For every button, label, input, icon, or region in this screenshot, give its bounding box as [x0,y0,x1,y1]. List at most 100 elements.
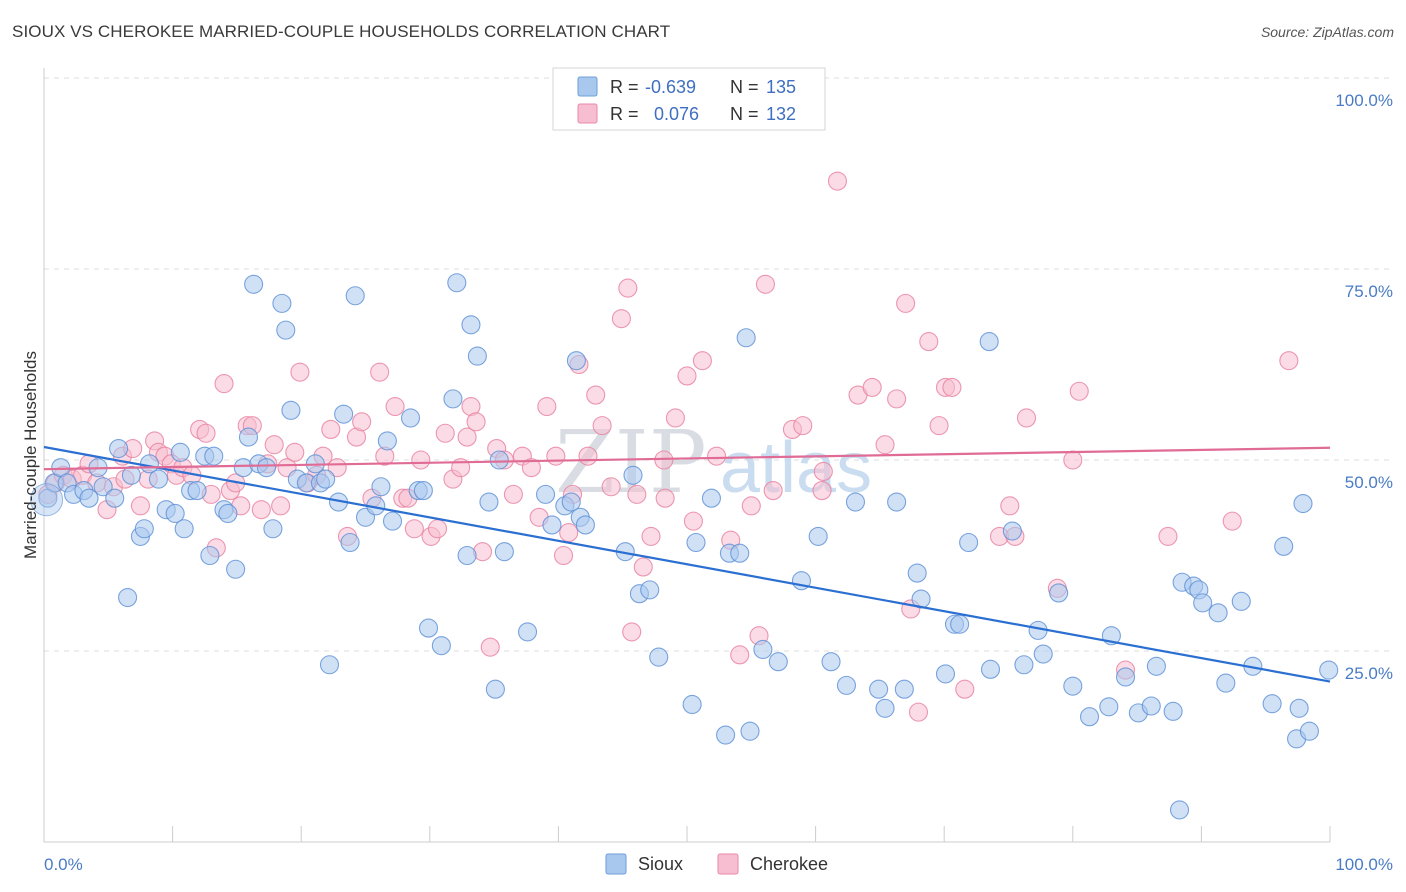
sioux-point [109,438,129,459]
sioux-point [204,446,224,466]
sioux-point-cluster [30,483,64,517]
legend-n-value-cherokee: 132 [766,104,796,124]
sioux-point [413,481,433,501]
cherokee-point [677,366,697,386]
cherokee-point [264,435,284,455]
legend-swatch-sioux [577,76,598,97]
sioux-point [566,351,586,371]
cherokee-point [942,377,962,397]
sioux-point [345,286,365,306]
cherokee-point [592,416,612,436]
y-tick-labels: 25.0% 50.0% 75.0% 100.0% [1335,91,1393,683]
sioux-point [494,542,514,562]
sioux-point [935,664,956,684]
legend-n-label-cherokee: N = [730,104,759,124]
sioux-point [517,622,538,642]
sioux-point [1299,721,1319,741]
sioux-point [174,519,194,539]
sioux-point [118,587,138,608]
sioux-point [281,400,301,420]
sioux-point [447,273,467,293]
cherokee-point [763,481,783,501]
cherokee-point [601,477,621,497]
legend-bottom-label-cherokee: Cherokee [750,854,828,874]
trend-lines [43,445,1331,683]
cherokee-point [1222,511,1242,531]
legend-r-value-cherokee: 0.076 [654,104,699,124]
cherokee-point [813,461,833,482]
cherokee-point [707,446,727,466]
sioux-point [1146,656,1166,676]
sioux-point [730,543,750,563]
cherokee-point [271,496,291,516]
sioux-point [1289,698,1309,718]
sioux-point [371,477,391,497]
cherokee-point [622,622,642,642]
cherokee-point [908,702,929,722]
legend-bottom-swatch-cherokee [717,853,739,875]
sioux-point [736,328,756,348]
sioux-point [244,274,264,294]
sioux-point [768,652,788,672]
sioux-point [165,503,185,524]
legend-n-label-sioux: N = [730,77,759,97]
cherokee-point [411,450,431,470]
sioux-point [1141,696,1161,716]
legend-r-label-cherokee: R = [610,104,639,124]
sioux-point [808,526,828,546]
legend-series: Sioux Cherokee [605,853,828,875]
cherokee-point [130,496,150,516]
sioux-point [1049,583,1069,603]
sioux-point [1014,655,1034,675]
cherokee-point [812,481,832,501]
y-tick-label: 100.0% [1335,91,1393,110]
cherokee-point [290,362,310,382]
sioux-point [701,488,721,508]
cherokee-point [546,446,566,466]
sioux-point [1193,593,1213,613]
legend-swatch-cherokee [577,103,598,124]
sioux-point [1163,701,1183,721]
sioux-points [30,273,1339,820]
sioux-point [148,469,169,489]
sioux-point [256,458,277,478]
cherokee-point [321,419,341,439]
cherokee-point [1000,496,1020,516]
cherokee-point [793,416,813,436]
x-tick-label-min: 0.0% [44,855,83,874]
sioux-trend-line [43,445,1331,683]
sioux-point [319,655,340,675]
sioux-point [959,532,979,553]
sioux-point [1079,707,1100,727]
cherokee-point [214,374,234,394]
cherokee-point [466,412,486,432]
cherokee-point [665,408,685,428]
cherokee-point [655,488,675,508]
legend-n-value-sioux: 135 [766,77,796,97]
cherokee-point [553,545,574,566]
sioux-point [1002,521,1022,541]
cherokee-point [521,458,541,478]
sioux-point [218,503,238,524]
sioux-point [485,679,505,699]
legend-bottom-label-sioux: Sioux [638,854,683,874]
sioux-point [263,519,283,539]
sioux-point [377,431,397,451]
cherokee-point [955,679,975,699]
y-tick-label: 50.0% [1345,473,1393,492]
sioux-point [457,545,477,566]
sioux-point [461,315,481,335]
sioux-point [93,477,113,497]
sioux-point [821,652,841,672]
sioux-point [489,450,509,470]
sioux-point [226,559,246,579]
sioux-point [1099,697,1119,717]
cherokee-point [875,435,895,455]
sioux-point [1274,536,1294,556]
sioux-point [316,469,336,489]
sioux-point [535,484,556,504]
sioux-point [1169,800,1190,820]
y-axis-label: Married-couple Households [21,351,40,559]
sioux-point [869,679,889,699]
legend-stats: R = -0.639 N = 135 R = 0.076 N = 132 [552,67,826,131]
